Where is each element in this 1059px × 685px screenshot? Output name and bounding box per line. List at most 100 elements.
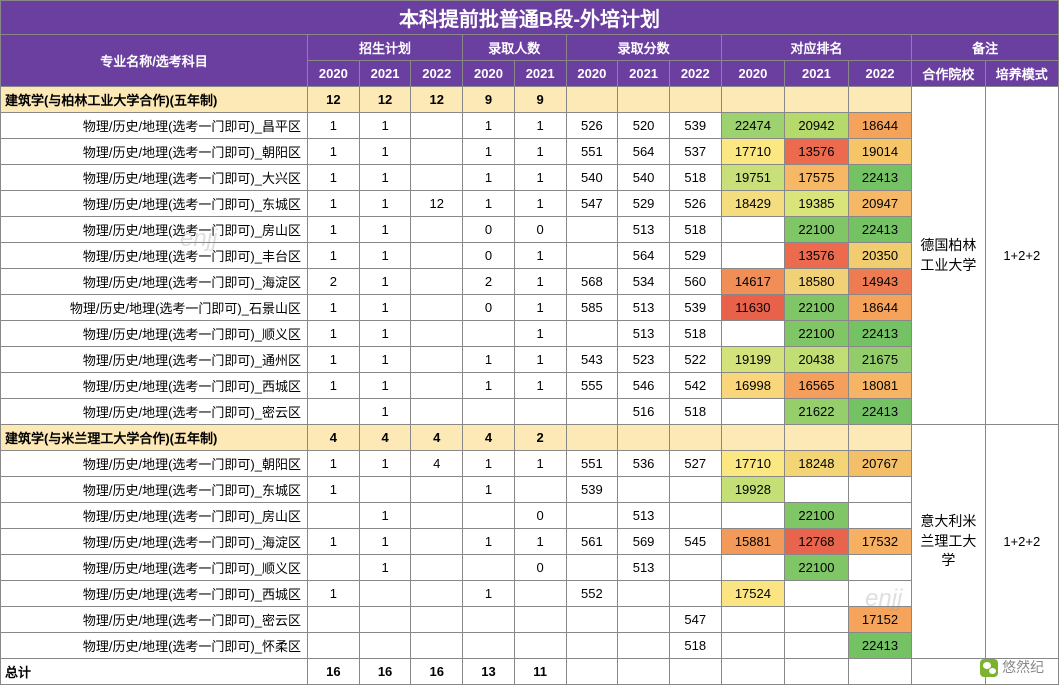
rank-cell: 17710 [721,139,785,165]
training-mode: 1+2+2 [985,87,1058,425]
total-rank [785,659,849,685]
score-cell: 513 [618,503,670,529]
plan-cell: 1 [308,321,360,347]
total-rank [848,659,912,685]
total-admit: 13 [463,659,515,685]
score-cell: 568 [566,269,618,295]
plan-cell: 1 [308,373,360,399]
section-rank [848,425,912,451]
year-header: 2021 [514,61,566,87]
plan-cell [411,243,463,269]
rank-cell: 21622 [785,399,849,425]
year-header: 2022 [411,61,463,87]
section-admit: 4 [463,425,515,451]
rank-cell: 19751 [721,165,785,191]
admit-cell [514,477,566,503]
score-cell [669,503,721,529]
major-cell: 物理/历史/地理(选考一门即可)_海淀区 [1,529,308,555]
rank-cell: 17532 [848,529,912,555]
admit-cell: 1 [514,321,566,347]
major-cell: 物理/历史/地理(选考一门即可)_丰台区 [1,243,308,269]
score-cell: 518 [669,399,721,425]
rank-cell [721,217,785,243]
total-row: 总计1616161311 [1,659,1059,685]
major-cell: 物理/历史/地理(选考一门即可)_朝阳区 [1,139,308,165]
plan-cell [308,633,360,659]
rank-cell: 17152 [848,607,912,633]
section-rank [721,425,785,451]
rank-cell [721,607,785,633]
major-cell: 物理/历史/地理(选考一门即可)_密云区 [1,607,308,633]
partner-school: 意大利米兰理工大学 [912,425,985,659]
plan-cell: 1 [359,451,411,477]
rank-cell: 16565 [785,373,849,399]
data-row: 物理/历史/地理(选考一门即可)_大兴区11115405405181975117… [1,165,1059,191]
admit-cell [463,633,515,659]
score-cell: 529 [669,243,721,269]
rank-cell: 14943 [848,269,912,295]
plan-cell: 1 [359,269,411,295]
major-cell: 物理/历史/地理(选考一门即可)_西城区 [1,373,308,399]
score-cell: 540 [566,165,618,191]
section-plan: 12 [411,87,463,113]
score-cell: 520 [618,113,670,139]
admit-cell: 1 [514,243,566,269]
section-plan: 4 [411,425,463,451]
rank-cell [721,399,785,425]
year-header: 2022 [669,61,721,87]
plan-cell [411,347,463,373]
rank-cell: 12768 [785,529,849,555]
rank-cell [721,633,785,659]
admit-cell: 0 [463,243,515,269]
score-cell: 529 [618,191,670,217]
plan-cell: 1 [308,243,360,269]
plan-cell: 1 [308,139,360,165]
plan-cell: 4 [411,451,463,477]
score-cell: 534 [618,269,670,295]
score-cell: 526 [669,191,721,217]
plan-cell: 1 [359,399,411,425]
rank-cell: 18580 [785,269,849,295]
rank-cell [848,503,912,529]
score-cell: 523 [618,347,670,373]
plan-cell [411,607,463,633]
data-row: 物理/历史/地理(选考一门即可)_顺义区1051322100 [1,555,1059,581]
score-cell [566,633,618,659]
plan-cell: 1 [308,165,360,191]
plan-cell [411,373,463,399]
plan-cell: 1 [359,295,411,321]
plan-cell: 1 [359,139,411,165]
plan-cell: 1 [308,217,360,243]
admit-cell [514,633,566,659]
plan-cell [359,477,411,503]
year-header: 2021 [359,61,411,87]
plan-cell [308,503,360,529]
plan-cell: 1 [359,113,411,139]
rank-cell: 18429 [721,191,785,217]
rank-cell: 22413 [848,321,912,347]
score-cell: 560 [669,269,721,295]
year-header: 2020 [308,61,360,87]
plan-cell: 1 [308,347,360,373]
rank-cell: 22100 [785,217,849,243]
section-score [566,87,618,113]
rank-cell: 22100 [785,503,849,529]
data-row: 物理/历史/地理(选考一门即可)_密云区 1 516518 2162222413 [1,399,1059,425]
data-row: 物理/历史/地理(选考一门即可)_昌平区11115265205392247420… [1,113,1059,139]
year-header: 2021 [785,61,849,87]
rank-cell: 22474 [721,113,785,139]
admit-cell [514,607,566,633]
admit-cell: 1 [514,113,566,139]
rank-cell: 22413 [848,399,912,425]
plan-cell: 1 [359,347,411,373]
score-cell: 516 [618,399,670,425]
data-row: 物理/历史/地理(选考一门即可)_通州区11115435235221919920… [1,347,1059,373]
data-row: 物理/历史/地理(选考一门即可)_顺义区1115135182210022413 [1,321,1059,347]
admit-cell: 1 [463,165,515,191]
rank-cell: 20350 [848,243,912,269]
admit-cell: 1 [463,581,515,607]
major-cell: 物理/历史/地理(选考一门即可)_密云区 [1,399,308,425]
plan-cell: 1 [308,529,360,555]
total-admit: 11 [514,659,566,685]
admit-cell: 1 [463,529,515,555]
